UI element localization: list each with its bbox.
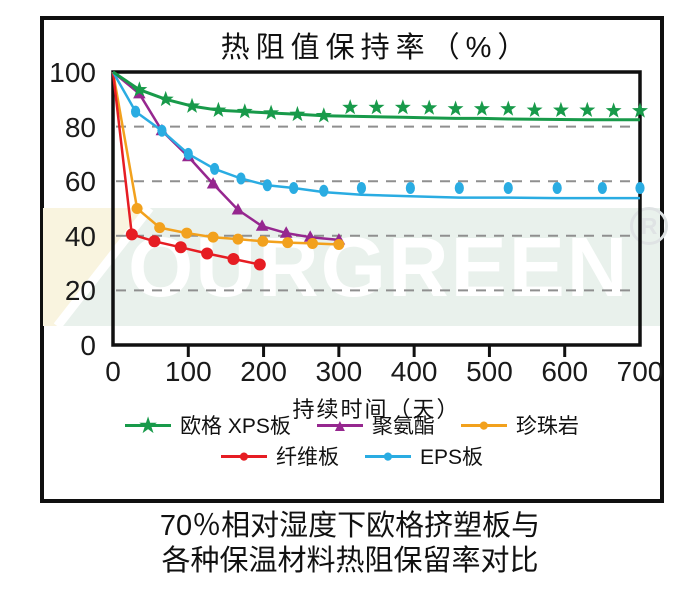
- series-xps-marker: [473, 100, 490, 116]
- series-fiberboard-marker: [148, 235, 161, 248]
- series-fiberboard-marker: [253, 258, 266, 271]
- plot-border: [111, 70, 642, 347]
- series-fiberboard-marker: [125, 228, 138, 241]
- legend-item-eps: ● EPS板: [364, 441, 484, 471]
- y-tick-label-40: 40: [64, 220, 96, 252]
- y-tick-label-0: 0: [80, 330, 96, 361]
- series-eps-marker: [454, 182, 464, 195]
- series-polyurethane-marker: [231, 203, 245, 215]
- series-polyurethane-marker: [255, 219, 269, 231]
- x-tick-label-700: 700: [616, 356, 664, 387]
- chart-title: 热阻值保持率（%）: [220, 32, 533, 64]
- series-eps-marker: [236, 172, 246, 185]
- series-eps-marker: [356, 182, 367, 195]
- y-tick-label-60: 60: [64, 166, 96, 198]
- x-tick-label-500: 500: [466, 356, 513, 387]
- series-perlite-marker: [232, 233, 244, 245]
- legend-label-eps: EPS板: [419, 446, 484, 469]
- series-xps-marker: [368, 99, 385, 115]
- legend-label-xps: 欧格 XPS板: [180, 415, 291, 438]
- series-eps-marker: [210, 162, 220, 175]
- legend-item-xps: ★ 欧格 XPS板: [125, 410, 291, 440]
- y-tick-label-80: 80: [64, 111, 96, 143]
- legend-triangle-icon: ▲: [316, 413, 363, 437]
- series-xps-marker: [289, 105, 306, 122]
- series-perlite-marker: [333, 239, 345, 251]
- series-xps-marker: [526, 101, 543, 117]
- watermark-band: OURGREEN: [43, 205, 660, 329]
- series-perlite-marker: [307, 237, 319, 249]
- series-perlite-marker: [257, 235, 269, 247]
- series-polyurethane-line: [112, 71, 340, 242]
- series-eps-marker: [289, 182, 299, 195]
- series-eps-marker: [130, 105, 141, 118]
- series-perlite-marker: [207, 231, 219, 243]
- series-eps-marker: [597, 182, 607, 195]
- x-tick-label-300: 300: [315, 356, 363, 387]
- caption-line-2: 各种保温材料热阻保留率对比: [161, 545, 539, 577]
- legend-circle-icon: ●: [364, 444, 411, 468]
- x-tick-label-100: 100: [164, 356, 212, 387]
- legend-label-fiberboard: 纤维板: [275, 446, 339, 469]
- series-polyurethane-marker: [279, 226, 293, 238]
- series-eps-marker: [552, 182, 562, 195]
- series-perlite-marker: [154, 222, 166, 234]
- x-tick-label-400: 400: [390, 356, 438, 387]
- legend-item-perlite: ● 珍珠岩: [460, 410, 579, 440]
- series-eps-marker: [183, 147, 193, 160]
- y-tick-label-100: 100: [49, 57, 96, 88]
- series-xps-marker: [157, 90, 174, 107]
- series-eps-marker: [635, 182, 645, 195]
- series-xps-marker: [605, 102, 622, 118]
- series-xps-marker: [315, 107, 332, 123]
- x-tick-label-0: 0: [105, 356, 121, 387]
- series-xps-line: [112, 70, 640, 122]
- series-xps-marker: [342, 99, 359, 115]
- series-perlite-line: [111, 71, 339, 246]
- legend-star-icon: ★: [125, 413, 172, 437]
- series-eps-line: [111, 71, 640, 200]
- series-perlite-marker: [181, 227, 193, 239]
- x-axis-title: 持续时间（天）: [292, 397, 461, 422]
- series-xps-marker: [500, 100, 517, 116]
- series-polyurethane-marker: [206, 177, 220, 189]
- series-perlite-marker: [282, 237, 294, 249]
- series-eps-marker: [319, 184, 329, 197]
- plot-area: [111, 70, 648, 357]
- series-xps-marker: [579, 101, 596, 117]
- series-xps-marker: [394, 99, 411, 115]
- legend-circle-icon: ●: [220, 444, 267, 468]
- registered-trademark-icon: R: [630, 207, 668, 245]
- figure-caption: 70％相对湿度下欧格挤塑板与 各种保温材料热阻保留率对比: [0, 509, 700, 579]
- legend-row-2: ● 纤维板 ● EPS板: [40, 442, 664, 470]
- series-xps-marker: [236, 103, 253, 119]
- series-xps-marker: [210, 101, 227, 117]
- legend-circle-icon: ●: [460, 413, 507, 437]
- series-xps-marker: [263, 104, 280, 120]
- series-xps-marker: [447, 100, 464, 116]
- caption-line-1: 70％相对湿度下欧格挤塑板与: [159, 510, 541, 542]
- series-eps-marker: [503, 182, 513, 195]
- series-xps-marker: [632, 102, 648, 118]
- series-xps-marker: [131, 81, 148, 97]
- x-tick-label-200: 200: [240, 356, 287, 387]
- y-tick-label-20: 20: [64, 275, 96, 307]
- legend-item-polyurethane: ▲ 聚氨酯: [316, 410, 435, 440]
- legend-row-1: ★ 欧格 XPS板 ▲ 聚氨酯 ● 珍珠岩: [40, 411, 664, 439]
- x-tick-label-600: 600: [541, 356, 589, 387]
- series-fiberboard-marker: [227, 253, 240, 266]
- series-perlite-marker: [131, 203, 143, 214]
- series-xps-marker: [421, 99, 438, 115]
- series-eps-marker: [157, 124, 167, 137]
- series-fiberboard-marker: [201, 247, 214, 260]
- series-eps-marker: [405, 182, 415, 195]
- series-xps-marker: [553, 101, 569, 117]
- legend-label-polyurethane: 聚氨酯: [371, 415, 435, 438]
- series-xps-marker: [184, 97, 200, 113]
- series-fiberboard-marker: [174, 241, 187, 254]
- legend-label-perlite: 珍珠岩: [515, 415, 579, 438]
- series-eps-marker: [262, 179, 272, 192]
- legend-item-fiberboard: ● 纤维板: [220, 441, 339, 471]
